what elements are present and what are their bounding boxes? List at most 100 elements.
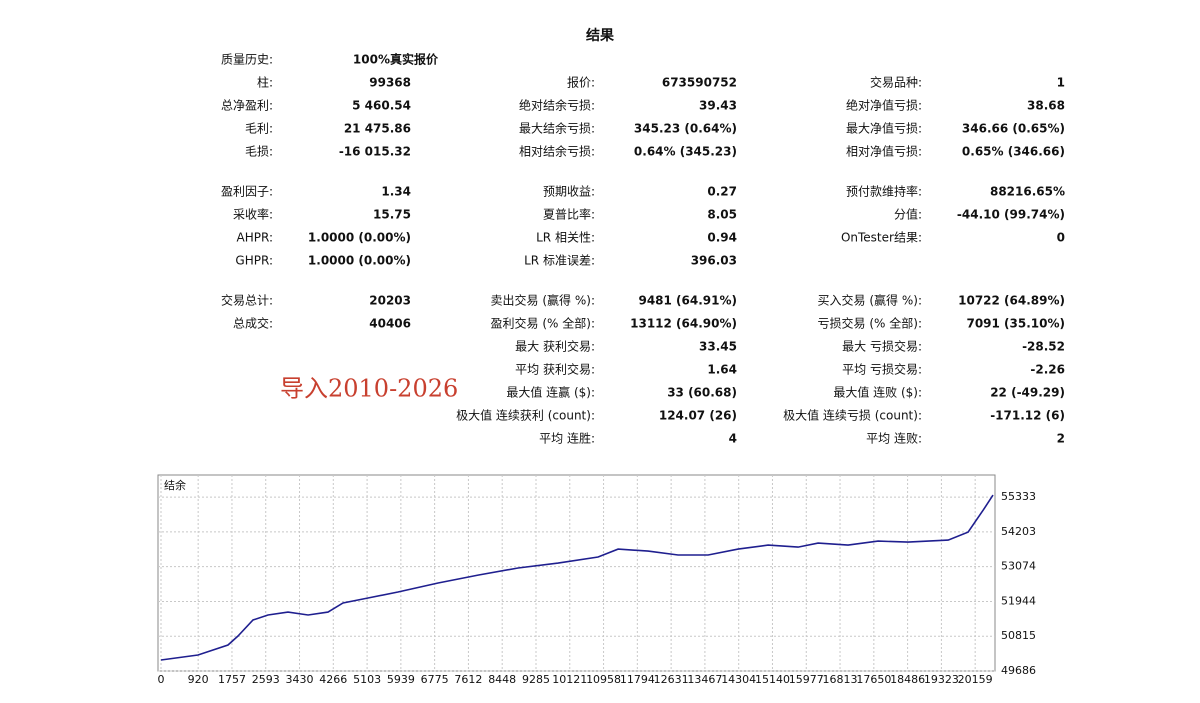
stat-value: 0.65% (346.66)	[962, 145, 1065, 159]
stat-label: 买入交易 (赢得 %):	[818, 293, 922, 308]
stat-value: 396.03	[691, 254, 737, 268]
x-tick-label: 8448	[488, 673, 516, 686]
stat-label: 最大 亏损交易:	[842, 339, 922, 354]
stat-label: 相对净值亏损:	[846, 144, 922, 159]
stat-value: 673590752	[662, 76, 737, 90]
x-tick-label: 18486	[890, 673, 925, 686]
x-tick-label: 19323	[924, 673, 959, 686]
x-tick-label: 7612	[454, 673, 482, 686]
stat-label: 最大净值亏损:	[846, 121, 922, 136]
stat-label: GHPR:	[235, 254, 273, 268]
stat-value: 4	[729, 432, 737, 446]
stat-label: 平均 获利交易:	[515, 362, 595, 377]
x-tick-label: 12631	[654, 673, 689, 686]
stat-label: 平均 亏损交易:	[842, 362, 922, 377]
y-tick-label: 55333	[1001, 490, 1036, 503]
x-tick-label: 16813	[823, 673, 858, 686]
stat-value: 5 460.54	[352, 99, 411, 113]
stat-value: 1.64	[707, 363, 737, 377]
stat-label: LR 相关性:	[536, 231, 595, 245]
x-tick-label: 10121	[552, 673, 587, 686]
stat-label: 卖出交易 (赢得 %):	[491, 293, 595, 308]
stat-label: AHPR:	[237, 231, 273, 245]
stat-label: 预期收益:	[543, 185, 595, 199]
stat-label: 盈利因子:	[221, 185, 273, 199]
balance-line	[160, 494, 994, 661]
stat-value: 2	[1057, 432, 1065, 446]
stat-value: 7091 (35.10%)	[966, 317, 1065, 331]
x-tick-label: 3430	[286, 673, 314, 686]
stat-value: -171.12 (6)	[990, 409, 1065, 423]
x-tick-label: 13467	[687, 673, 722, 686]
stat-label: 最大结余亏损:	[519, 121, 595, 136]
stat-label: 毛利:	[245, 122, 273, 136]
stat-value: 20203	[369, 294, 411, 308]
stat-label: 报价:	[567, 75, 595, 90]
stat-label: 绝对结余亏损:	[519, 98, 595, 113]
stat-value: 124.07 (26)	[659, 409, 737, 423]
stat-label: 最大值 连赢 ($):	[506, 385, 595, 400]
y-tick-label: 49686	[1001, 664, 1036, 677]
stat-value: 33 (60.68)	[667, 386, 737, 400]
x-tick-label: 5939	[387, 673, 415, 686]
stat-label: 毛损:	[245, 145, 273, 159]
stat-value: -28.52	[1022, 340, 1065, 354]
stat-label: 最大值 连败 ($):	[833, 385, 922, 400]
stat-label: 盈利交易 (% 全部):	[491, 316, 595, 331]
y-tick-label: 50815	[1001, 629, 1036, 642]
x-tick-label: 17650	[856, 673, 891, 686]
stat-label: 极大值 连续获利 (count):	[456, 408, 595, 423]
stat-label: 采收率:	[233, 207, 273, 222]
stat-value: 15.75	[373, 208, 411, 222]
stat-value: 22 (-49.29)	[990, 386, 1065, 400]
stat-value: 99368	[369, 76, 411, 90]
stat-value: 100%真实报价	[353, 52, 439, 67]
stat-value: 40406	[369, 317, 411, 331]
stat-label: 总净盈利:	[221, 99, 273, 113]
stat-value: 39.43	[699, 99, 737, 113]
x-tick-label: 2593	[252, 673, 280, 686]
stat-label: 预付款维持率:	[846, 184, 922, 199]
y-tick-label: 51944	[1001, 594, 1036, 607]
stat-value: 0.94	[707, 231, 737, 245]
stat-value: 346.66 (0.65%)	[962, 122, 1065, 136]
stat-label: 最大 获利交易:	[515, 339, 595, 354]
x-tick-label: 1757	[218, 673, 246, 686]
stat-value: 1.0000 (0.00%)	[308, 254, 411, 268]
stat-label: LR 标准误差:	[524, 254, 595, 268]
stat-label: 交易品种:	[870, 75, 922, 90]
annotation: 导入2010-2026	[280, 375, 458, 403]
x-tick-label: 10958	[586, 673, 621, 686]
x-tick-label: 15140	[755, 673, 790, 686]
x-tick-label: 15977	[789, 673, 824, 686]
stat-value: 0.64% (345.23)	[634, 145, 737, 159]
stat-label: 总成交:	[233, 316, 273, 331]
y-tick-label: 53074	[1001, 560, 1036, 573]
stat-value: 1	[1057, 76, 1065, 90]
x-tick-label: 20159	[958, 673, 993, 686]
stat-value: 8.05	[707, 208, 737, 222]
stat-value: -16 015.32	[339, 145, 411, 159]
stat-label: 平均 连胜:	[539, 431, 595, 446]
x-tick-label: 11794	[620, 673, 655, 686]
x-tick-label: 5103	[353, 673, 381, 686]
x-tick-label: 9285	[522, 673, 550, 686]
stat-value: 10722 (64.89%)	[958, 294, 1065, 308]
x-tick-label: 0	[158, 673, 165, 686]
stat-value: 0.27	[707, 185, 737, 199]
stat-value: 13112 (64.90%)	[630, 317, 737, 331]
stat-value: 21 475.86	[344, 122, 411, 136]
stat-value: 1.0000 (0.00%)	[308, 231, 411, 245]
stat-label: 相对结余亏损:	[519, 144, 595, 159]
chart-frame	[157, 474, 996, 672]
stat-label: 柱:	[257, 75, 273, 90]
stat-label: 质量历史:	[221, 53, 273, 67]
stat-value: 345.23 (0.64%)	[634, 122, 737, 136]
x-tick-label: 14304	[721, 673, 756, 686]
x-tick-label: 6775	[421, 673, 449, 686]
x-tick-label: 920	[188, 673, 209, 686]
stat-value: 9481 (64.91%)	[638, 294, 737, 308]
stat-value: 0	[1057, 231, 1065, 245]
stat-value: 33.45	[699, 340, 737, 354]
